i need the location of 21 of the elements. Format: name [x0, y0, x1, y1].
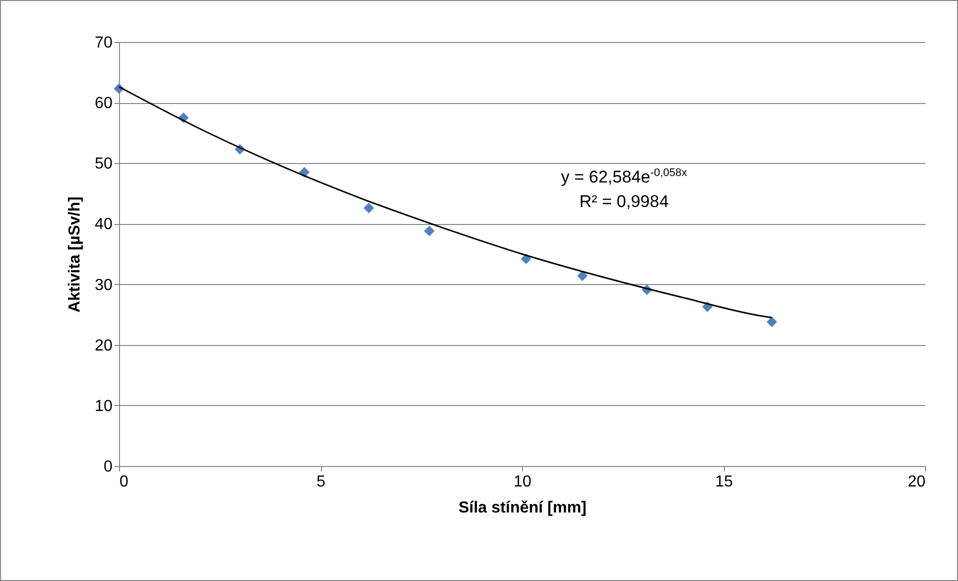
x-tick-label: 0: [120, 474, 128, 490]
y-tick-label: 60: [94, 95, 113, 112]
y-tick-label: 30: [94, 276, 113, 294]
y-tick-label: 40: [94, 216, 113, 234]
y-tick-label: 20: [94, 337, 113, 354]
y-tick-label: 50: [94, 156, 113, 173]
x-tick-label: 20: [908, 474, 926, 490]
y-axis-title: Aktivita [µSv/h]: [66, 196, 84, 312]
point: [364, 202, 374, 214]
y-tick-label: 0: [104, 458, 113, 476]
y-tick-label: 10: [94, 398, 113, 415]
y-tick-label: 70: [94, 34, 113, 52]
point: [766, 316, 778, 328]
x-tick-label: 10: [514, 474, 532, 490]
point: [424, 226, 435, 236]
annotation: R² = 0,9984: [578, 190, 670, 213]
x-tick-label: 5: [316, 474, 326, 490]
annotation: y = 62,584e$^{-0,058x}$: [561, 166, 688, 189]
point: [577, 270, 588, 282]
x-tick-label: 15: [715, 474, 733, 490]
x-axis-title: Síla stínění [mm]: [458, 500, 587, 516]
